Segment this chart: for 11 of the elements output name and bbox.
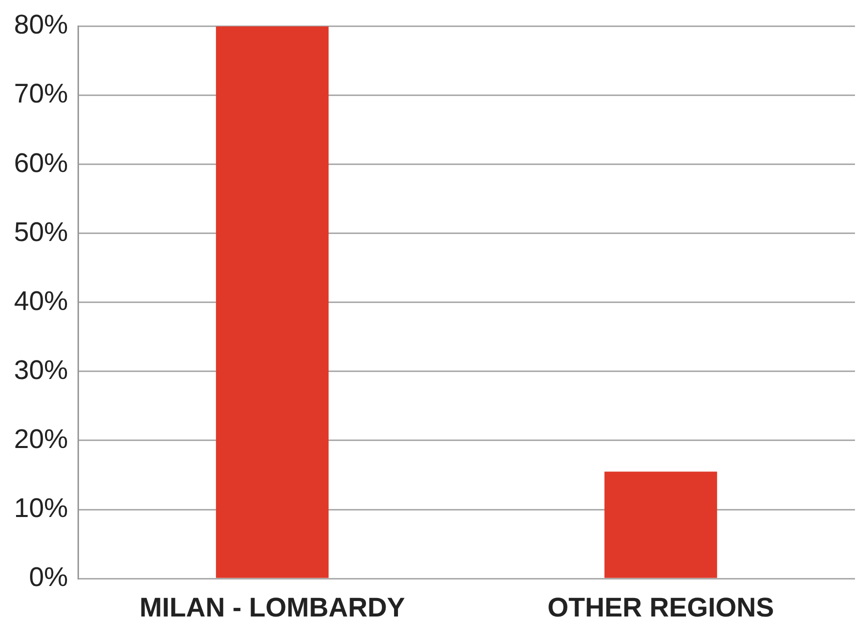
y-tick-label: 0% (29, 562, 68, 592)
y-tick-label: 10% (14, 493, 68, 524)
y-tick-label: 20% (14, 424, 68, 454)
y-tick-label: 50% (14, 216, 68, 247)
x-tick-label: OTHER REGIONS (547, 592, 774, 622)
y-tick-label: 80% (14, 10, 68, 40)
y-tick-label: 70% (14, 78, 68, 109)
y-tick-label: 40% (14, 286, 68, 316)
y-tick-label: 60% (14, 148, 68, 178)
x-tick-label: MILAN - LOMBARDY (140, 592, 406, 622)
y-tick-label: 30% (14, 354, 68, 385)
